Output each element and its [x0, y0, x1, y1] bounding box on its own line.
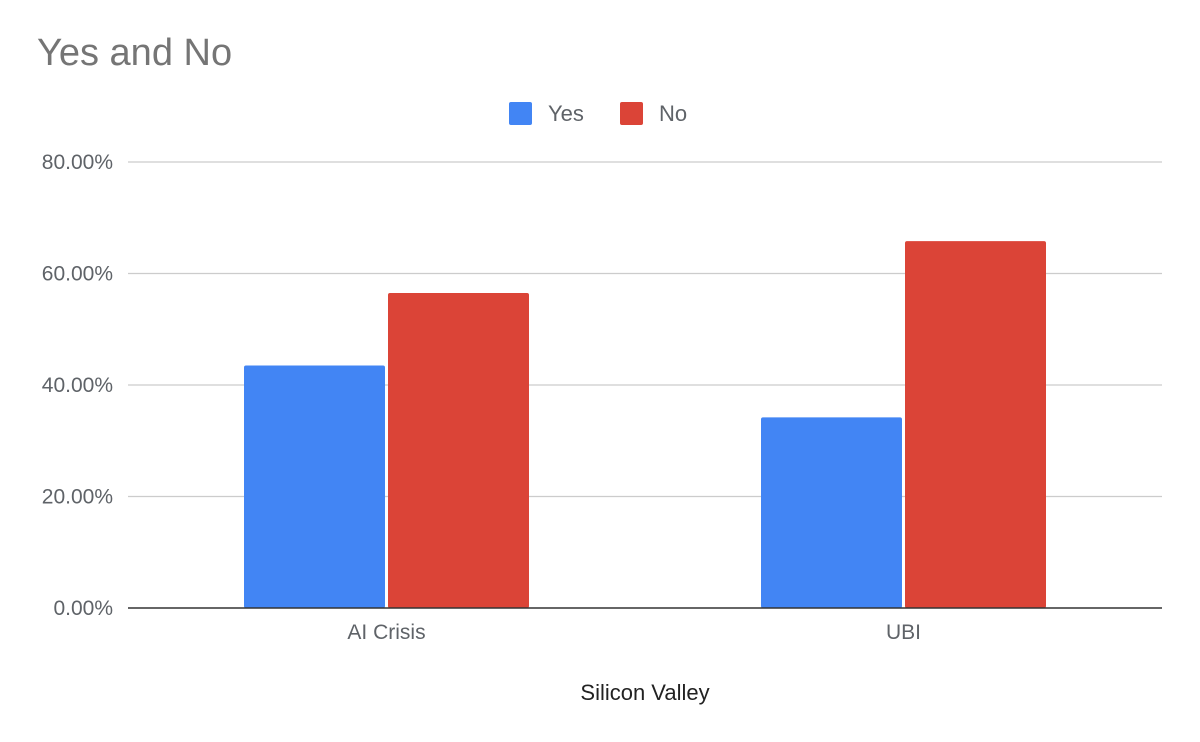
bar-yes-ubi[interactable]: [761, 417, 902, 608]
bar-yes-ai-crisis[interactable]: [244, 365, 385, 608]
y-tick-label: 40.00%: [42, 374, 113, 397]
x-axis-labels: AI Crisis UBI: [347, 621, 921, 644]
y-tick-label: 20.00%: [42, 486, 113, 509]
x-tick-label: AI Crisis: [347, 621, 425, 644]
legend-label-yes[interactable]: Yes: [548, 101, 584, 126]
y-tick-label: 60.00%: [42, 263, 113, 286]
bar-no-ai-crisis[interactable]: [388, 293, 529, 608]
bars: [244, 241, 1046, 609]
legend-label-no[interactable]: No: [659, 101, 687, 126]
chart-title: Yes and No: [37, 32, 233, 74]
x-tick-label: UBI: [886, 621, 921, 644]
legend-swatch-no[interactable]: [620, 102, 643, 125]
y-axis-ticks: 0.00% 20.00% 40.00% 60.00% 80.00%: [42, 151, 113, 620]
y-tick-label: 80.00%: [42, 151, 113, 174]
legend-swatch-yes[interactable]: [509, 102, 532, 125]
y-tick-label: 0.00%: [53, 597, 113, 620]
x-axis-title: Silicon Valley: [580, 680, 709, 705]
bar-no-ubi[interactable]: [905, 241, 1046, 609]
legend: Yes No: [509, 101, 687, 126]
